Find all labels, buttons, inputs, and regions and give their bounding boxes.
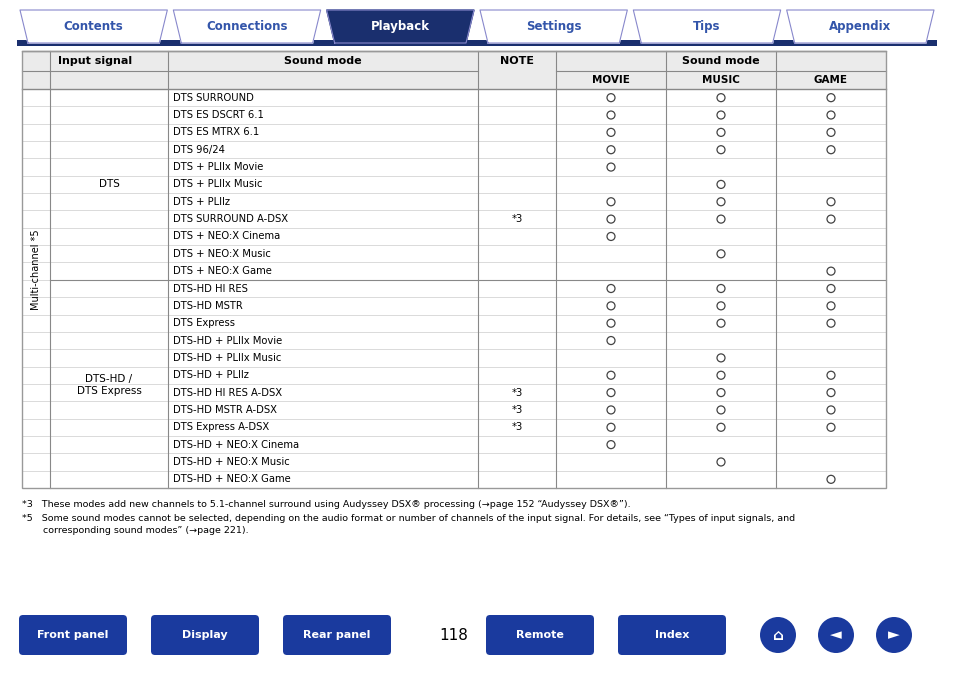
Text: corresponding sound modes” (→page 221).: corresponding sound modes” (→page 221). bbox=[22, 526, 249, 535]
Text: DTS ES MTRX 6.1: DTS ES MTRX 6.1 bbox=[172, 127, 259, 137]
Polygon shape bbox=[479, 10, 627, 43]
Text: Display: Display bbox=[182, 630, 228, 640]
Text: DTS + PLIIx Movie: DTS + PLIIx Movie bbox=[172, 162, 263, 172]
Text: Appendix: Appendix bbox=[828, 20, 890, 33]
Text: *3   These modes add new channels to 5.1-channel surround using Audyssey DSX® pr: *3 These modes add new channels to 5.1-c… bbox=[22, 500, 630, 509]
Text: MUSIC: MUSIC bbox=[701, 75, 740, 85]
Text: DTS-HD + NEO:X Cinema: DTS-HD + NEO:X Cinema bbox=[172, 439, 299, 450]
Text: DTS-HD HI RES A-DSX: DTS-HD HI RES A-DSX bbox=[172, 388, 282, 398]
Text: DTS + PLIIz: DTS + PLIIz bbox=[172, 197, 230, 207]
Text: DTS-HD + PLIIx Movie: DTS-HD + PLIIx Movie bbox=[172, 336, 282, 345]
Polygon shape bbox=[326, 10, 474, 43]
FancyBboxPatch shape bbox=[485, 615, 594, 655]
Text: DTS ES DSCRT 6.1: DTS ES DSCRT 6.1 bbox=[172, 110, 264, 120]
Polygon shape bbox=[633, 10, 780, 43]
Text: Tips: Tips bbox=[693, 20, 720, 33]
Text: *3: *3 bbox=[511, 388, 522, 398]
Text: Sound mode: Sound mode bbox=[681, 56, 759, 66]
Text: DTS SURROUND: DTS SURROUND bbox=[172, 93, 253, 103]
Text: DTS-HD MSTR: DTS-HD MSTR bbox=[172, 301, 242, 311]
Text: ⌂: ⌂ bbox=[772, 627, 782, 643]
Text: Settings: Settings bbox=[525, 20, 580, 33]
Text: DTS-HD + NEO:X Music: DTS-HD + NEO:X Music bbox=[172, 457, 290, 467]
Text: DTS + NEO:X Cinema: DTS + NEO:X Cinema bbox=[172, 232, 280, 242]
Text: *3: *3 bbox=[511, 405, 522, 415]
Text: ◄: ◄ bbox=[829, 627, 841, 643]
Text: DTS Express: DTS Express bbox=[172, 318, 234, 328]
Circle shape bbox=[817, 617, 853, 653]
Text: Contents: Contents bbox=[64, 20, 123, 33]
Text: DTS Express A-DSX: DTS Express A-DSX bbox=[172, 422, 269, 432]
Text: DTS: DTS bbox=[98, 180, 119, 189]
Text: DTS + PLIIx Music: DTS + PLIIx Music bbox=[172, 180, 262, 189]
Text: Connections: Connections bbox=[206, 20, 288, 33]
Circle shape bbox=[875, 617, 911, 653]
Text: DTS-HD HI RES: DTS-HD HI RES bbox=[172, 283, 248, 293]
Text: ►: ► bbox=[887, 627, 899, 643]
Text: Front panel: Front panel bbox=[37, 630, 109, 640]
Bar bbox=[22, 51, 885, 488]
Text: Index: Index bbox=[654, 630, 688, 640]
FancyBboxPatch shape bbox=[19, 615, 127, 655]
Text: Input signal: Input signal bbox=[58, 56, 132, 66]
Text: DTS + NEO:X Music: DTS + NEO:X Music bbox=[172, 249, 271, 259]
Text: DTS-HD + NEO:X Game: DTS-HD + NEO:X Game bbox=[172, 474, 291, 485]
Text: DTS-HD MSTR A-DSX: DTS-HD MSTR A-DSX bbox=[172, 405, 276, 415]
Text: DTS + NEO:X Game: DTS + NEO:X Game bbox=[172, 266, 272, 276]
Text: MOVIE: MOVIE bbox=[592, 75, 629, 85]
Text: 118: 118 bbox=[439, 627, 468, 643]
Text: Multi-channel *5: Multi-channel *5 bbox=[30, 229, 41, 310]
Text: GAME: GAME bbox=[813, 75, 847, 85]
Text: Playback: Playback bbox=[371, 20, 430, 33]
Polygon shape bbox=[173, 10, 320, 43]
Circle shape bbox=[760, 617, 795, 653]
Text: DTS SURROUND A-DSX: DTS SURROUND A-DSX bbox=[172, 214, 288, 224]
FancyBboxPatch shape bbox=[283, 615, 391, 655]
Text: *3: *3 bbox=[511, 214, 522, 224]
Text: DTS-HD + PLIIz: DTS-HD + PLIIz bbox=[172, 370, 249, 380]
Bar bbox=[22, 51, 885, 488]
Text: DTS-HD + PLIIx Music: DTS-HD + PLIIx Music bbox=[172, 353, 281, 363]
Text: Sound mode: Sound mode bbox=[284, 56, 361, 66]
Text: DTS 96/24: DTS 96/24 bbox=[172, 145, 225, 155]
Text: *5   Some sound modes cannot be selected, depending on the audio format or numbe: *5 Some sound modes cannot be selected, … bbox=[22, 514, 794, 523]
Text: DTS-HD /: DTS-HD / bbox=[86, 374, 132, 384]
Text: NOTE: NOTE bbox=[499, 56, 534, 66]
Polygon shape bbox=[786, 10, 933, 43]
FancyBboxPatch shape bbox=[618, 615, 725, 655]
Text: *3: *3 bbox=[511, 422, 522, 432]
Bar bbox=[17, 40, 936, 46]
Bar bbox=[22, 51, 885, 89]
FancyBboxPatch shape bbox=[151, 615, 258, 655]
Text: Remote: Remote bbox=[516, 630, 563, 640]
Polygon shape bbox=[20, 10, 167, 43]
Text: DTS Express: DTS Express bbox=[76, 386, 141, 396]
Text: Rear panel: Rear panel bbox=[303, 630, 371, 640]
